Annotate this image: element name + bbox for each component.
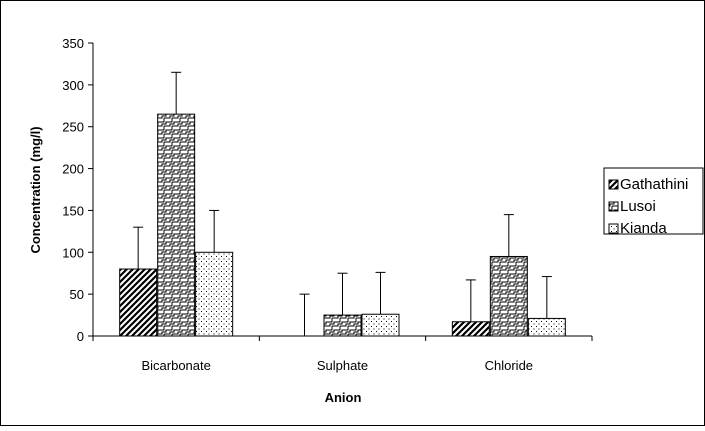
legend-label-gathathini: Gathathini — [620, 176, 688, 193]
error-bars-group — [133, 71, 552, 336]
legend-label-lusoi: Lusoi — [620, 198, 656, 215]
legend-swatch-lusoi — [608, 201, 619, 212]
legend-frame — [603, 167, 704, 235]
y-tick-label-350: 350 — [62, 36, 84, 51]
bar-kianda-bicarbonate — [195, 251, 234, 337]
bar-kianda-sulphate — [361, 313, 400, 337]
legend-swatch-kianda — [608, 223, 619, 234]
bar-gathathini-chloride — [451, 321, 490, 337]
legend-swatch-gathathini — [608, 179, 619, 190]
x-tick-label-chloride: Chloride — [485, 358, 533, 373]
bar-kianda-chloride — [527, 317, 566, 337]
legend: Gathathini Lusoi Kianda — [603, 167, 704, 237]
y-tick-label-100: 100 — [62, 245, 84, 260]
y-tick-label-250: 250 — [62, 120, 84, 135]
y-tick-label-300: 300 — [62, 78, 84, 93]
legend-label-kianda: Kianda — [620, 220, 667, 237]
bars-group — [119, 113, 566, 337]
y-tick-label-150: 150 — [62, 203, 84, 218]
bar-lusoi-bicarbonate — [157, 113, 196, 337]
y-axis-title: Concentration (mg/l) — [28, 126, 43, 253]
y-tick-label-0: 0 — [77, 329, 84, 344]
x-tick-label-bicarbonate: Bicarbonate — [141, 358, 210, 373]
bar-lusoi-chloride — [489, 255, 528, 337]
x-axis-title: Anion — [325, 390, 362, 405]
y-tick-label-50: 50 — [70, 287, 84, 302]
y-ticks-group: 0 50 100 150 200 250 300 350 — [62, 36, 93, 344]
y-tick-label-200: 200 — [62, 162, 84, 177]
bar-gathathini-bicarbonate — [119, 268, 158, 337]
x-tick-label-sulphate: Sulphate — [317, 358, 368, 373]
x-ticks-group: Bicarbonate Sulphate Chloride — [92, 336, 593, 373]
bar-lusoi-sulphate — [323, 314, 362, 337]
